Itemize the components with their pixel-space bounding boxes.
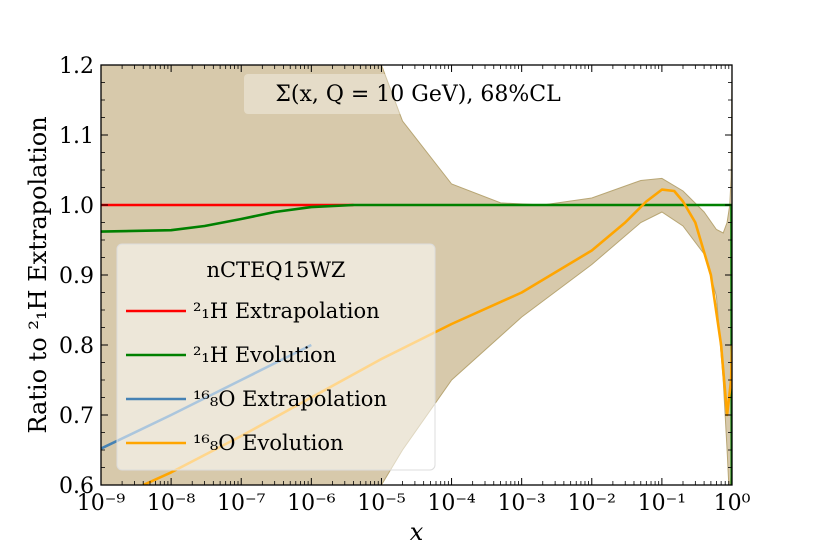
x-tick-label: 10⁻⁶	[287, 491, 336, 516]
x-tick-label: 10⁰	[714, 491, 751, 516]
x-tick-label: 10⁻¹	[638, 491, 686, 516]
y-tick-label: 0.7	[59, 404, 94, 429]
y-tick-label: 0.8	[59, 334, 94, 359]
y-tick-label: 1.0	[59, 194, 94, 219]
legend-label-1: ²₁H Extrapolation	[193, 299, 380, 323]
x-tick-label: 10⁻⁵	[357, 491, 405, 516]
x-tick-label: 10⁻⁷	[217, 491, 266, 516]
legend-label-3: ¹⁶₈O Extrapolation	[193, 387, 387, 411]
legend-title: nCTEQ15WZ	[206, 258, 345, 282]
y-tick-label: 0.6	[59, 474, 94, 499]
x-tick-label: 10⁻²	[568, 491, 616, 516]
y-tick-label: 1.1	[59, 124, 94, 149]
x-tick-label: 10⁻⁴	[427, 491, 476, 516]
legend-label-2: ²₁H Evolution	[193, 343, 336, 367]
legend-label-4: ¹⁶₈O Evolution	[193, 431, 344, 455]
y-axis-title: Ratio to ²₁H Extrapolation	[24, 116, 52, 433]
chart-title: Σ(x, Q = 10 GeV), 68%CL	[275, 82, 561, 107]
legend-box	[116, 243, 436, 471]
y-tick-label: 1.2	[59, 54, 94, 79]
title-box	[244, 74, 592, 114]
x-tick-label: 10⁻⁸	[147, 491, 196, 516]
x-axis-title: x	[410, 518, 424, 543]
x-tick-label: 10⁻³	[497, 491, 545, 516]
y-tick-label: 0.9	[59, 264, 94, 289]
x-tick-label: 10⁻⁹	[77, 491, 126, 516]
